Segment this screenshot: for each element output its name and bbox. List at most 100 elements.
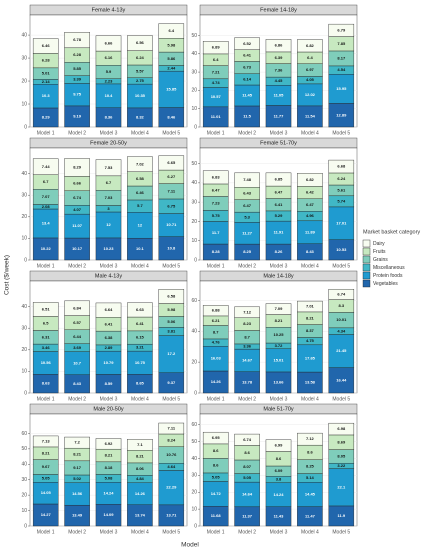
bar-segment (158, 335, 185, 373)
bar-label: 5.14 (306, 475, 315, 480)
bar-label: 4.45 (275, 78, 284, 83)
bar-segment (328, 206, 355, 240)
legend-swatch (362, 247, 371, 256)
bar-label: 8.25 (306, 464, 315, 469)
bar-label: 14.72 (211, 491, 222, 496)
bar-segment (127, 156, 153, 172)
bar-label: 10.75 (135, 360, 146, 365)
bar-label: 2.23 (105, 78, 114, 83)
y-tick-label: 30 (21, 326, 27, 332)
bar-label: 8.24 (167, 437, 176, 442)
bar-label: 6.74 (243, 437, 252, 442)
bar-label: 10.35 (135, 93, 146, 98)
bar-label: 3.22 (337, 463, 346, 468)
bar-segment (32, 435, 59, 448)
bar-label: 6.75 (167, 203, 176, 208)
bar-label: 6.39 (275, 55, 284, 60)
bar-label: 11.77 (274, 113, 285, 118)
x-tick-label: Model 4 (131, 396, 149, 402)
y-tick-label: 0 (24, 390, 27, 396)
bar-label: 8.69 (337, 439, 346, 444)
y-tick-label: 0 (194, 390, 197, 396)
bar-label: 10.1 (136, 246, 145, 251)
bar-label: 6.64 (105, 307, 114, 312)
x-tick-label: Model 1 (37, 396, 55, 402)
y-tick-label: 10 (191, 238, 197, 244)
y-tick-label: 30 (191, 473, 197, 479)
bar-segment (328, 23, 355, 37)
bar-label: 10.71 (166, 222, 177, 227)
bar-segment (202, 431, 229, 445)
x-tick-label: Model 4 (301, 263, 319, 269)
bar-label: 6.47 (275, 189, 284, 194)
bar-label: 9.19 (73, 114, 82, 119)
bar-label: 5.61 (337, 187, 346, 192)
bar-label: 6.4 (307, 55, 313, 60)
bar-label: 6.47 (243, 203, 252, 208)
bar-label: 8.28 (212, 249, 221, 254)
bar-label: 17.65 (305, 355, 316, 360)
x-tick-label: Model 5 (332, 396, 350, 402)
y-tick-label: 10 (21, 236, 27, 242)
facet-title: Female 4-13y (92, 7, 126, 13)
y-tick-label: 50 (21, 446, 27, 452)
bar-segment (95, 438, 122, 450)
legend-label: Miscellaneous (373, 265, 405, 271)
bar-label: 11.91 (274, 230, 285, 235)
y-tick-label: 20 (191, 88, 197, 94)
bar-label: 6.27 (167, 174, 176, 179)
bar-segment (328, 468, 355, 507)
bar-label: 7.53 (105, 165, 114, 170)
bar-label: 8.05 (337, 453, 346, 458)
bar-label: 8.43 (306, 249, 315, 254)
bar-label: 6.63 (136, 307, 145, 312)
bar-label: 13.49 (72, 513, 83, 518)
bar-label: 14.09 (103, 512, 114, 517)
bar-label: 6.44 (73, 334, 82, 339)
bar-label: 7.07 (42, 194, 51, 199)
bar-label: 10.01 (336, 317, 347, 322)
bar-label: 6.21 (212, 318, 221, 323)
bar-label: 14.26 (211, 379, 222, 384)
bar-label: 6.7 (43, 179, 49, 184)
bar-segment (158, 155, 185, 171)
bar-label: 6.58 (136, 176, 145, 181)
bar-label: 8.6 (213, 448, 219, 453)
bar-label: 8.17 (337, 55, 346, 60)
bar-label: 6.41 (275, 202, 284, 207)
y-tick-label: 40 (191, 329, 197, 335)
bar-label: 5.06 (167, 319, 176, 324)
bar-label: 16.03 (211, 356, 222, 361)
bar-label: 8.18 (105, 465, 114, 470)
bar-label: 3 (107, 206, 110, 211)
bar-label: 6.47 (306, 202, 315, 207)
x-tick-label: Model 5 (162, 529, 180, 535)
bar-label: 15.01 (273, 357, 284, 362)
bar-label: 5.08 (105, 475, 114, 480)
y-tick-label: 30 (21, 55, 27, 61)
y-tick-label: 50 (191, 33, 197, 39)
y-tick-label: 20 (21, 78, 27, 84)
facet-title: Male 20-50y (93, 406, 124, 412)
bar-label: 14.26 (135, 491, 146, 496)
x-tick-label: Model 3 (270, 396, 288, 402)
bar-label: 13.78 (242, 379, 253, 384)
bar-label: 6.41 (136, 321, 145, 326)
bar-label: 8.6 (276, 456, 282, 461)
bar-label: 10.57 (211, 94, 222, 99)
bar-segment (202, 41, 229, 55)
y-tick-label: 20 (21, 214, 27, 220)
x-tick-label: Model 4 (301, 529, 319, 535)
bar-segment (202, 481, 229, 507)
bar-label: 10.56 (41, 360, 52, 365)
bar-label: 11.01 (211, 114, 222, 119)
bar-label: 11.27 (242, 230, 253, 235)
bar-segment (265, 39, 292, 53)
bar-label: 8.29 (73, 164, 82, 169)
bar-label: 8.37 (306, 328, 315, 333)
bar-label: 7.85 (337, 41, 346, 46)
bar-label: 8.7 (244, 334, 250, 339)
x-tick-label: Model 2 (238, 529, 256, 535)
bar-label: 7.11 (168, 188, 176, 193)
bar-segment (328, 288, 355, 300)
